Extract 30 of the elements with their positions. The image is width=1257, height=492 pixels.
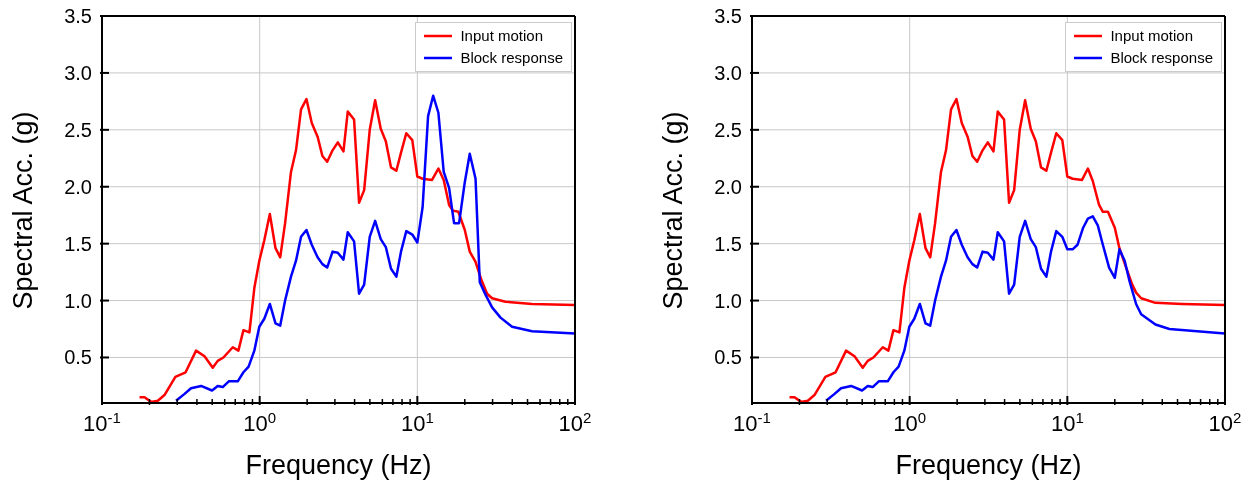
x-tick-label: 10$^{0}$ bbox=[893, 408, 927, 436]
y-tick-label: 2.5 bbox=[64, 118, 92, 141]
x-tick-label: 10$^{1}$ bbox=[1050, 408, 1084, 436]
y-tick-label: 1.5 bbox=[714, 232, 742, 255]
legend-label: Block response bbox=[1110, 48, 1213, 68]
y-tick-label: 0.5 bbox=[714, 346, 742, 369]
y-tick-label: 2.0 bbox=[64, 175, 92, 198]
y-tick-label: 1.0 bbox=[64, 289, 92, 312]
y-tick-label: 1.5 bbox=[64, 232, 92, 255]
y-tick-label: 0.5 bbox=[64, 346, 92, 369]
legend-label: Block response bbox=[460, 48, 563, 68]
y-tick-label: 3.0 bbox=[64, 61, 92, 84]
y-axis-title: Spectral Acc. (g) bbox=[657, 111, 688, 310]
y-axis-title: Spectral Acc. (g) bbox=[7, 111, 38, 310]
x-tick-label: 10$^{0}$ bbox=[243, 408, 277, 436]
legend-label: Input motion bbox=[460, 26, 543, 46]
x-tick-label: 10$^{-1}$ bbox=[733, 408, 771, 436]
y-tick-label: 3.0 bbox=[714, 61, 742, 84]
x-axis-title: Frequency (Hz) bbox=[245, 450, 432, 480]
y-tick-label: 3.5 bbox=[64, 5, 92, 27]
legend-label: Input motion bbox=[1110, 26, 1193, 46]
y-tick-label: 2.0 bbox=[714, 175, 742, 198]
x-tick-label: 10$^{2}$ bbox=[558, 408, 592, 436]
y-tick-label: 3.5 bbox=[714, 5, 742, 27]
y-tick-label: 2.5 bbox=[714, 118, 742, 141]
x-tick-label: 10$^{-1}$ bbox=[83, 408, 121, 436]
y-tick-label: 1.0 bbox=[714, 289, 742, 312]
x-tick-label: 10$^{1}$ bbox=[400, 408, 434, 436]
x-tick-label: 10$^{2}$ bbox=[1208, 408, 1242, 436]
x-axis-title: Frequency (Hz) bbox=[895, 450, 1082, 480]
